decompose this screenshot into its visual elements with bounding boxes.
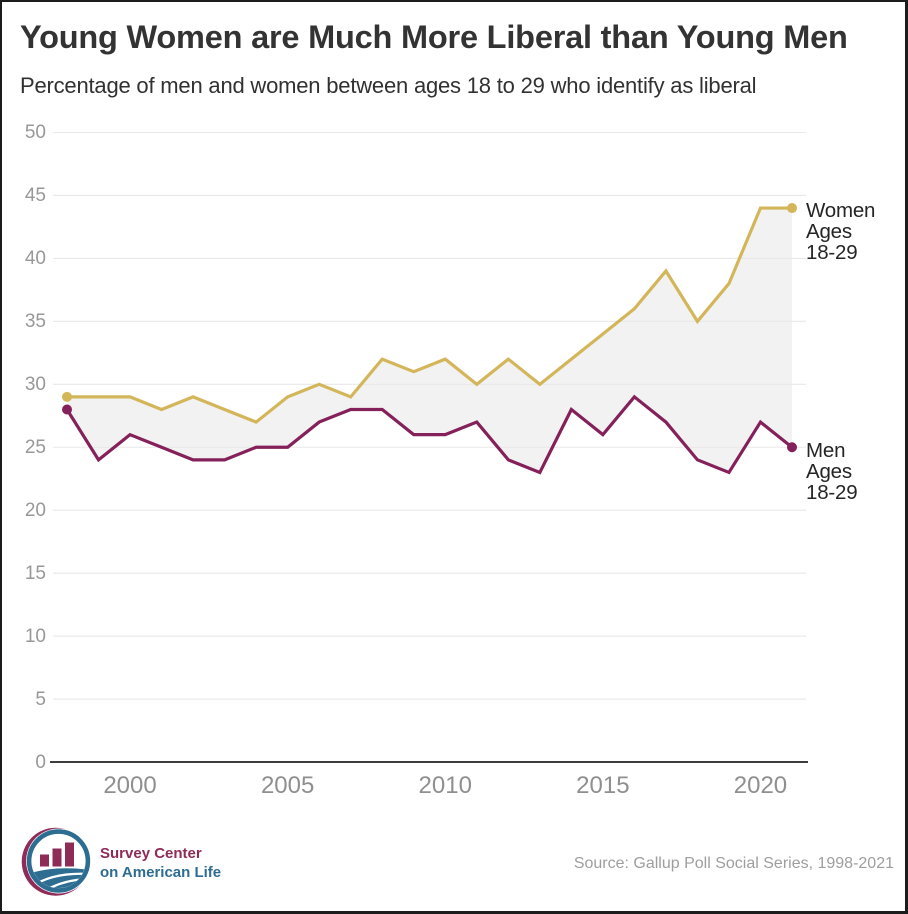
logo-text-line1: Survey Center [100,845,202,862]
men-line-endpoint-marker [787,442,797,453]
chart-subtitle: Percentage of men and women between ages… [20,73,757,98]
women-line [65,206,794,424]
area-between-lines [67,208,792,473]
logo-bars [40,842,74,867]
y-tick-label: 25 [24,436,46,458]
y-tick-label: 15 [24,562,46,584]
y-tick-label: 10 [24,625,46,647]
source-note: Source: Gallup Poll Social Series, 1998-… [573,855,894,872]
x-tick-label: 2020 [733,772,788,799]
x-tick-label: 2015 [576,772,630,799]
y-tick-label: 50 [24,122,46,143]
logo-ring [26,829,91,893]
chart-title: Young Women are Much More Liberal than Y… [20,19,848,55]
x-tick-label: 2005 [260,772,315,799]
y-tick-label: 40 [24,247,46,269]
y-tick-label: 30 [24,373,46,395]
y-tick-label: 0 [35,751,46,773]
x-tick-label: 2000 [103,772,157,799]
men-line [65,394,794,475]
men-line-endpoint-marker [62,404,72,415]
women-line-endpoint-marker [787,203,797,214]
women-line-endpoint-marker [62,391,72,402]
y-tick-label: 20 [24,499,46,521]
series-label-women: Women Ages 18-29 [806,199,876,264]
y-tick-label: 45 [24,184,46,206]
logo-text-line2: on American Life [100,864,222,881]
y-tick-label: 35 [24,310,46,332]
x-tick-label: 2010 [418,772,472,799]
survey-center-logo [21,827,91,896]
series-label-men: Men Ages 18-29 [806,439,858,504]
y-tick-label: 5 [35,688,46,710]
